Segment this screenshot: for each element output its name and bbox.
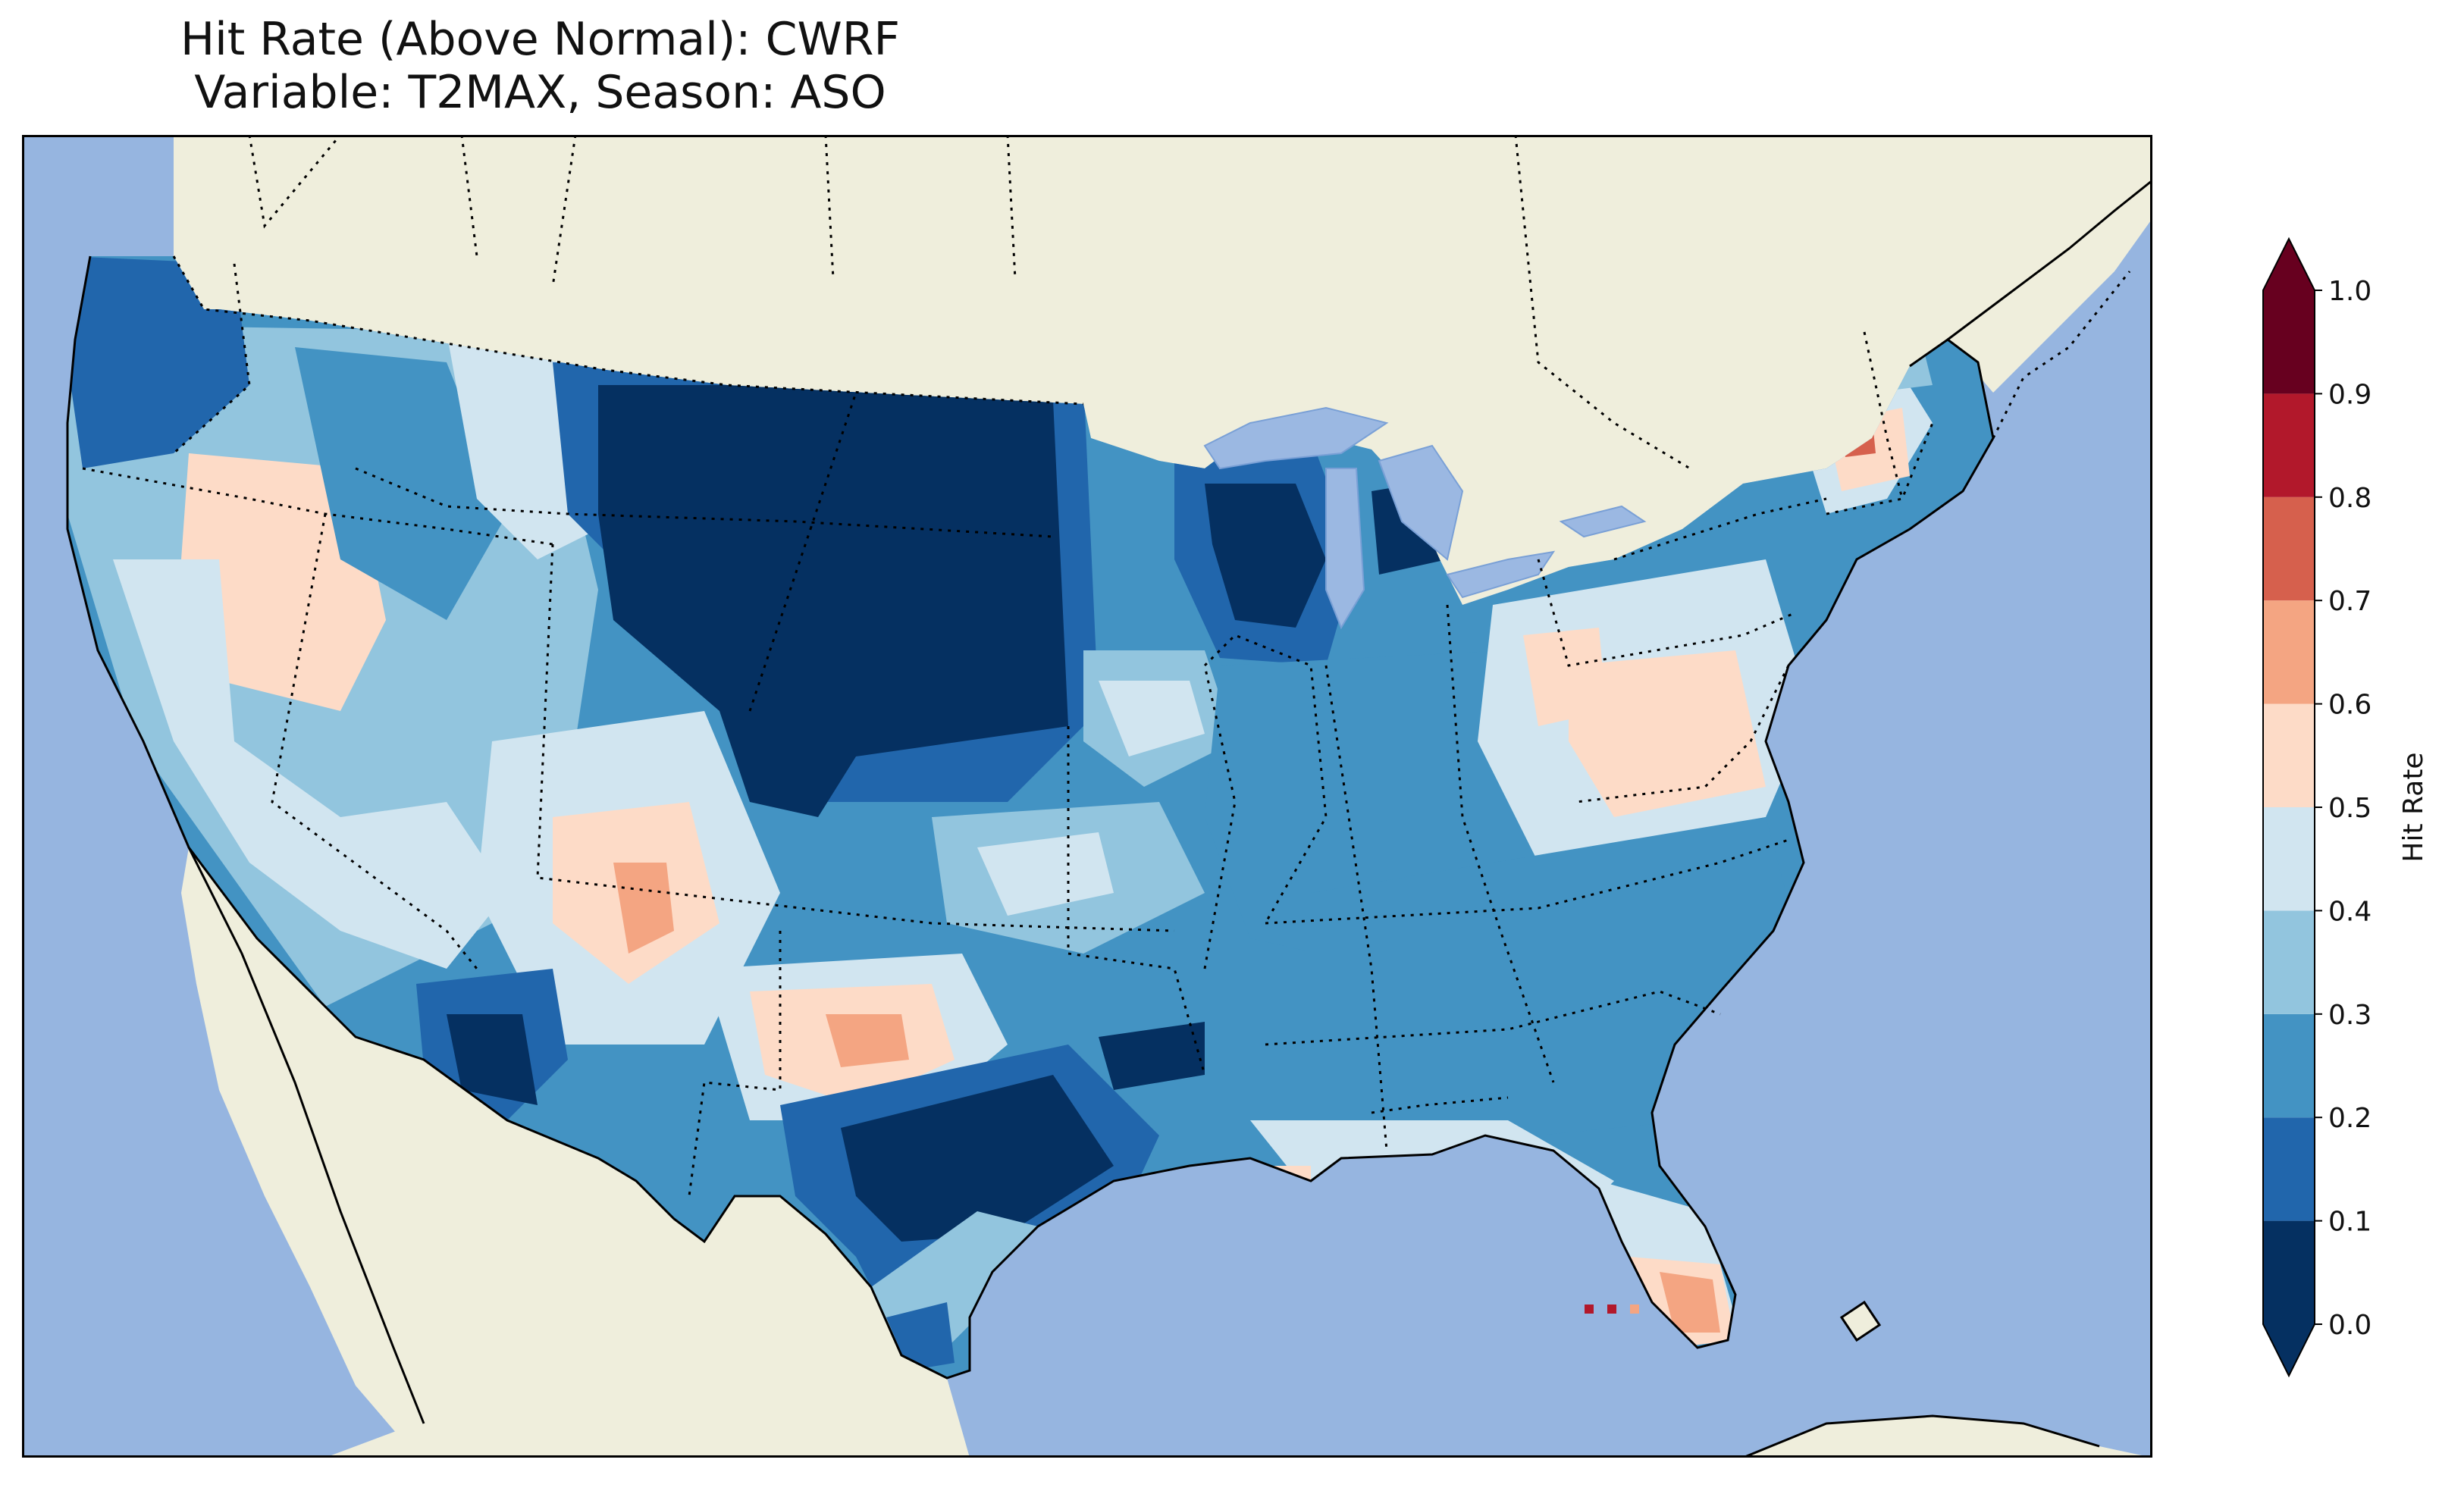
great-lakes (1203, 406, 1647, 630)
coastlines (66, 179, 2152, 1458)
keys-cell-3 (1630, 1305, 1639, 1314)
colorbar-bin-5 (2263, 703, 2315, 807)
colorbar-extend-min (2263, 1324, 2315, 1376)
map-frame (22, 135, 2152, 1458)
colorbar-bin-6 (2263, 600, 2315, 704)
colorbar-bin-7 (2263, 496, 2315, 601)
colorbar-tick-label: 1.0 (2328, 276, 2372, 307)
keys-cell-1 (1585, 1305, 1594, 1314)
land-cuba (1743, 1416, 2152, 1458)
colorbar-bin-8 (2263, 393, 2315, 497)
chart-title-line1: Hit Rate (Above Normal): CWRF (180, 13, 900, 66)
land-canada (174, 135, 2152, 605)
colorbar-bin-2 (2263, 1013, 2315, 1118)
colorbar-bin-0 (2263, 1220, 2315, 1324)
colorbar-tick-label: 0.7 (2328, 586, 2372, 617)
colorbar-tick-label: 0.1 (2328, 1207, 2372, 1238)
colorbar-tick-label: 0.8 (2328, 483, 2372, 514)
colorbar-tick-label: 0.9 (2328, 379, 2372, 410)
colorbar-tick-label: 0.4 (2328, 896, 2372, 927)
colorbar-tick-label: 0.6 (2328, 690, 2372, 721)
colorbar-bin-1 (2263, 1117, 2315, 1221)
colorbar-bin-9 (2263, 290, 2315, 394)
chart-title-line2: Variable: T2MAX, Season: ASO (194, 66, 886, 119)
colorbar-tick-label: 0.0 (2328, 1310, 2372, 1341)
colorbar-extend-max (2263, 239, 2315, 290)
colorbar-bin-4 (2263, 807, 2315, 911)
colorbar-bin-3 (2263, 910, 2315, 1014)
colorbar: 0.0 0.1 0.2 0.3 0.4 0.5 0.6 0.7 0.8 0.9 1.0 Hit Ra… (2262, 236, 2429, 1378)
colorbar-ticks: 0.0 0.1 0.2 0.3 0.4 0.5 0.6 0.7 0.8 0.9 1.0 (2315, 276, 2372, 1341)
land-baja (181, 847, 424, 1439)
borders (82, 135, 2131, 1197)
land-mexico (189, 847, 970, 1458)
colorbar-label: Hit Rate (2398, 752, 2429, 862)
map-panel (22, 135, 2152, 1458)
colorbar-tick-label: 0.5 (2328, 793, 2372, 824)
colorbar-tick-label: 0.3 (2328, 1000, 2372, 1031)
keys-cell-2 (1607, 1305, 1616, 1314)
colorbar-bins (2263, 290, 2315, 1324)
colorbar-tick-label: 0.2 (2328, 1103, 2372, 1134)
